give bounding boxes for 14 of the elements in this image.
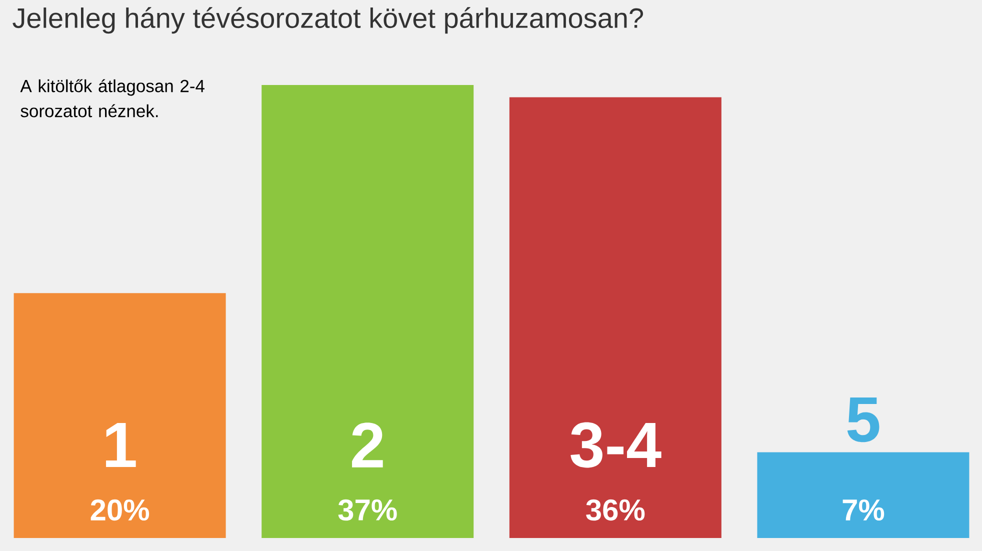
data-label: 7% xyxy=(842,499,884,521)
data-label: 37% xyxy=(338,499,397,521)
bar xyxy=(262,84,474,538)
data-label: 36% xyxy=(586,499,645,521)
x-tick-label: 3-4 xyxy=(570,422,662,468)
bar xyxy=(757,452,970,538)
chart-title: Jelenleg hány tévésorozatot követ párhuzamosan? xyxy=(12,7,644,34)
bar xyxy=(509,97,722,538)
x-tick-label: 2 xyxy=(352,422,383,468)
annotation: A kitöltők átlagosan 2-4 sorozatot néznek. xyxy=(20,79,204,118)
bar xyxy=(14,293,226,538)
x-tick-label: 1 xyxy=(106,422,136,468)
data-label: 20% xyxy=(90,499,150,521)
x-tick-label: 5 xyxy=(847,397,880,442)
